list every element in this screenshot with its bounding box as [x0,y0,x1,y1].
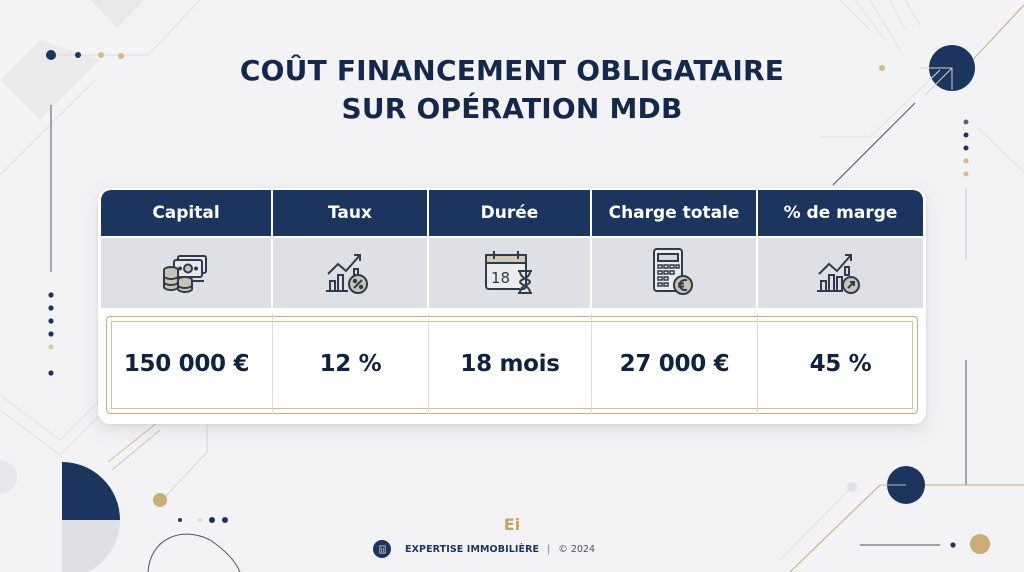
header-marge: % de marge [758,190,923,236]
title-line-1: COÛT FINANCEMENT OBLIGATAIRE [239,54,785,87]
table-header-row: Capital Taux Durée Charge totale % de ma… [101,190,923,236]
footer-copyright: © 2024 [558,543,595,555]
title-line-2: SUR OPÉRATION MDB [341,92,683,125]
value-charge-totale: 27 000 € [592,314,758,414]
table-values-row: 150 000 € 12 % 18 mois 27 000 € 45 % [101,314,923,414]
values-gold-frame [106,316,918,414]
table-icon-row: 18 [101,236,923,308]
building-icon [373,540,391,558]
header-taux: Taux [273,190,429,236]
value-duree: 18 mois [429,314,592,414]
money-coins-icon [163,255,207,293]
calendar-hourglass-icon: 18 [484,251,532,294]
footer-logo: Ei [503,515,521,534]
footer-line: EXPERTISE IMMOBILIÈRE | © 2024 [373,540,595,558]
header-capital: Capital [101,190,273,236]
svg-text:18: 18 [491,269,510,287]
header-charge-totale: Charge totale [592,190,758,236]
value-marge: 45 % [809,351,872,377]
page-title: COÛT FINANCEMENT OBLIGATAIRE SUR OPÉRATI… [0,52,1024,128]
financing-table: Capital Taux Durée Charge totale % de ma… [98,188,926,424]
footer: Ei EXPERTISE IMMOBILIÈRE | © 2024 [0,516,1024,558]
footer-brand: EXPERTISE IMMOBILIÈRE [405,543,540,555]
footer-separator: | [547,543,551,555]
header-duree: Durée [429,190,592,236]
growth-percent-icon [326,254,368,294]
calculator-euro-icon [653,248,693,295]
growth-chart-arrow-icon [816,254,860,294]
value-capital: 150 000 € [101,314,273,414]
values-gold-frame-inner [111,321,913,409]
value-taux: 12 % [273,314,429,414]
